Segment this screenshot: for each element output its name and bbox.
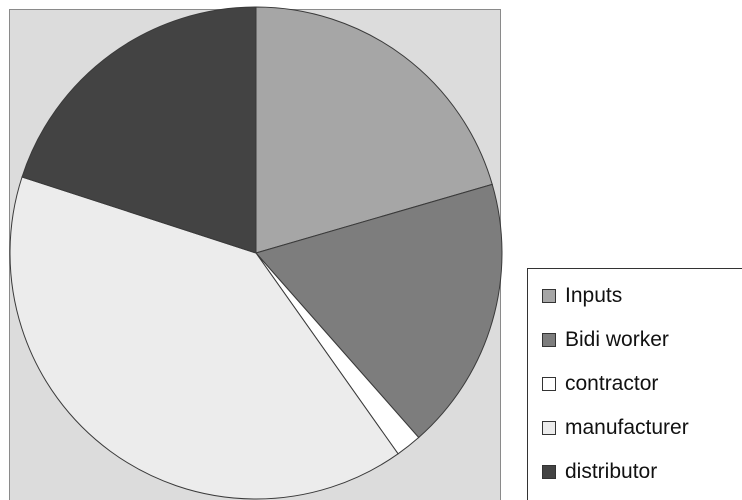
legend-item-inputs: Inputs xyxy=(542,283,622,309)
pie-slice-manufacturer xyxy=(9,176,399,500)
legend-item-contractor: contractor xyxy=(542,371,658,397)
legend-label-bidi-worker: Bidi worker xyxy=(565,328,669,351)
legend-item-manufacturer: manufacturer xyxy=(542,415,689,441)
legend-item-distributor: distributor xyxy=(542,459,657,485)
legend-label-inputs: Inputs xyxy=(565,284,623,307)
pie-slice-bidi-worker xyxy=(255,183,503,439)
legend-swatch-inputs xyxy=(542,289,556,303)
pie-slice-inputs xyxy=(255,6,493,254)
legend-swatch-bidi-worker xyxy=(542,333,556,347)
legend-label-manufacturer: manufacturer xyxy=(565,416,689,439)
pie-slice-distributor xyxy=(21,6,257,254)
legend-swatch-manufacturer xyxy=(542,421,556,435)
legend-label-contractor: contractor xyxy=(565,372,659,395)
legend-label-distributor: distributor xyxy=(565,460,658,483)
legend-item-bidi-worker: Bidi worker xyxy=(542,327,669,353)
legend-swatch-distributor xyxy=(542,465,556,479)
legend-swatch-contractor xyxy=(542,377,556,391)
legend: Inputs Bidi worker contractor manufactur… xyxy=(527,268,742,500)
